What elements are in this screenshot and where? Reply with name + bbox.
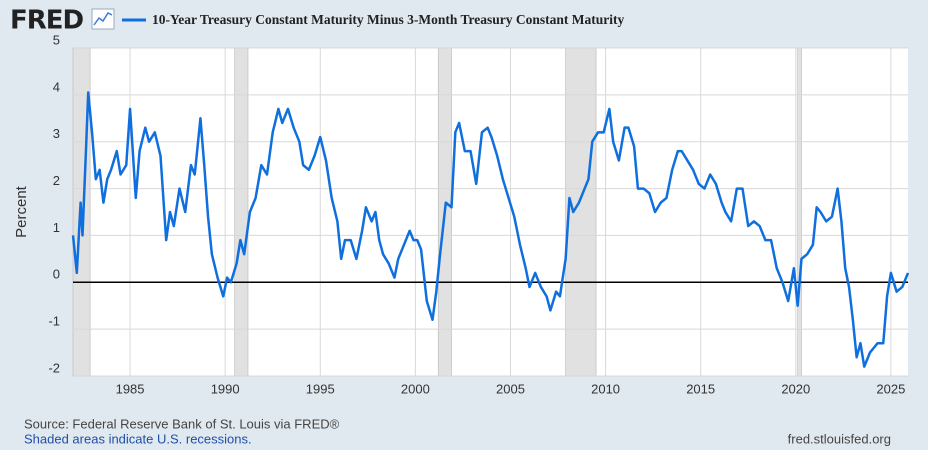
- legend-label: 10-Year Treasury Constant Maturity Minus…: [152, 12, 624, 27]
- x-tick-label: 2010: [591, 381, 620, 396]
- y-tick-label: 3: [53, 126, 60, 141]
- y-tick-label: 4: [53, 79, 60, 94]
- y-tick-label: -2: [48, 360, 60, 375]
- y-tick-label: 2: [53, 173, 60, 188]
- y-axis-label: Percent: [13, 185, 30, 238]
- y-tick-label: 5: [53, 32, 60, 47]
- recession-band: [234, 47, 249, 377]
- recession-band: [565, 47, 597, 377]
- x-tick-label: 2020: [781, 381, 810, 396]
- x-tick-label: 2015: [686, 381, 715, 396]
- note: Shaded areas indicate U.S. recessions.: [24, 431, 252, 446]
- y-tick-label: 0: [53, 267, 60, 282]
- series-line: [71, 91, 910, 368]
- source: Source: Federal Reserve Bank of St. Loui…: [24, 416, 340, 431]
- x-tick-label: 1995: [306, 381, 335, 396]
- logo: FRED: [10, 6, 84, 36]
- x-tick-label: 2000: [401, 381, 430, 396]
- y-tick-label: 1: [53, 220, 60, 235]
- plot-area: [73, 48, 908, 376]
- x-tick-label: 2005: [496, 381, 525, 396]
- recession-band: [797, 47, 802, 377]
- y-tick-label: -1: [48, 314, 60, 329]
- url: fred.stlouisfed.org: [788, 431, 891, 446]
- x-tick-label: 1990: [211, 381, 240, 396]
- x-tick-label: 1985: [116, 381, 145, 396]
- x-tick-label: 2025: [876, 381, 905, 396]
- logo-icon: [91, 8, 115, 30]
